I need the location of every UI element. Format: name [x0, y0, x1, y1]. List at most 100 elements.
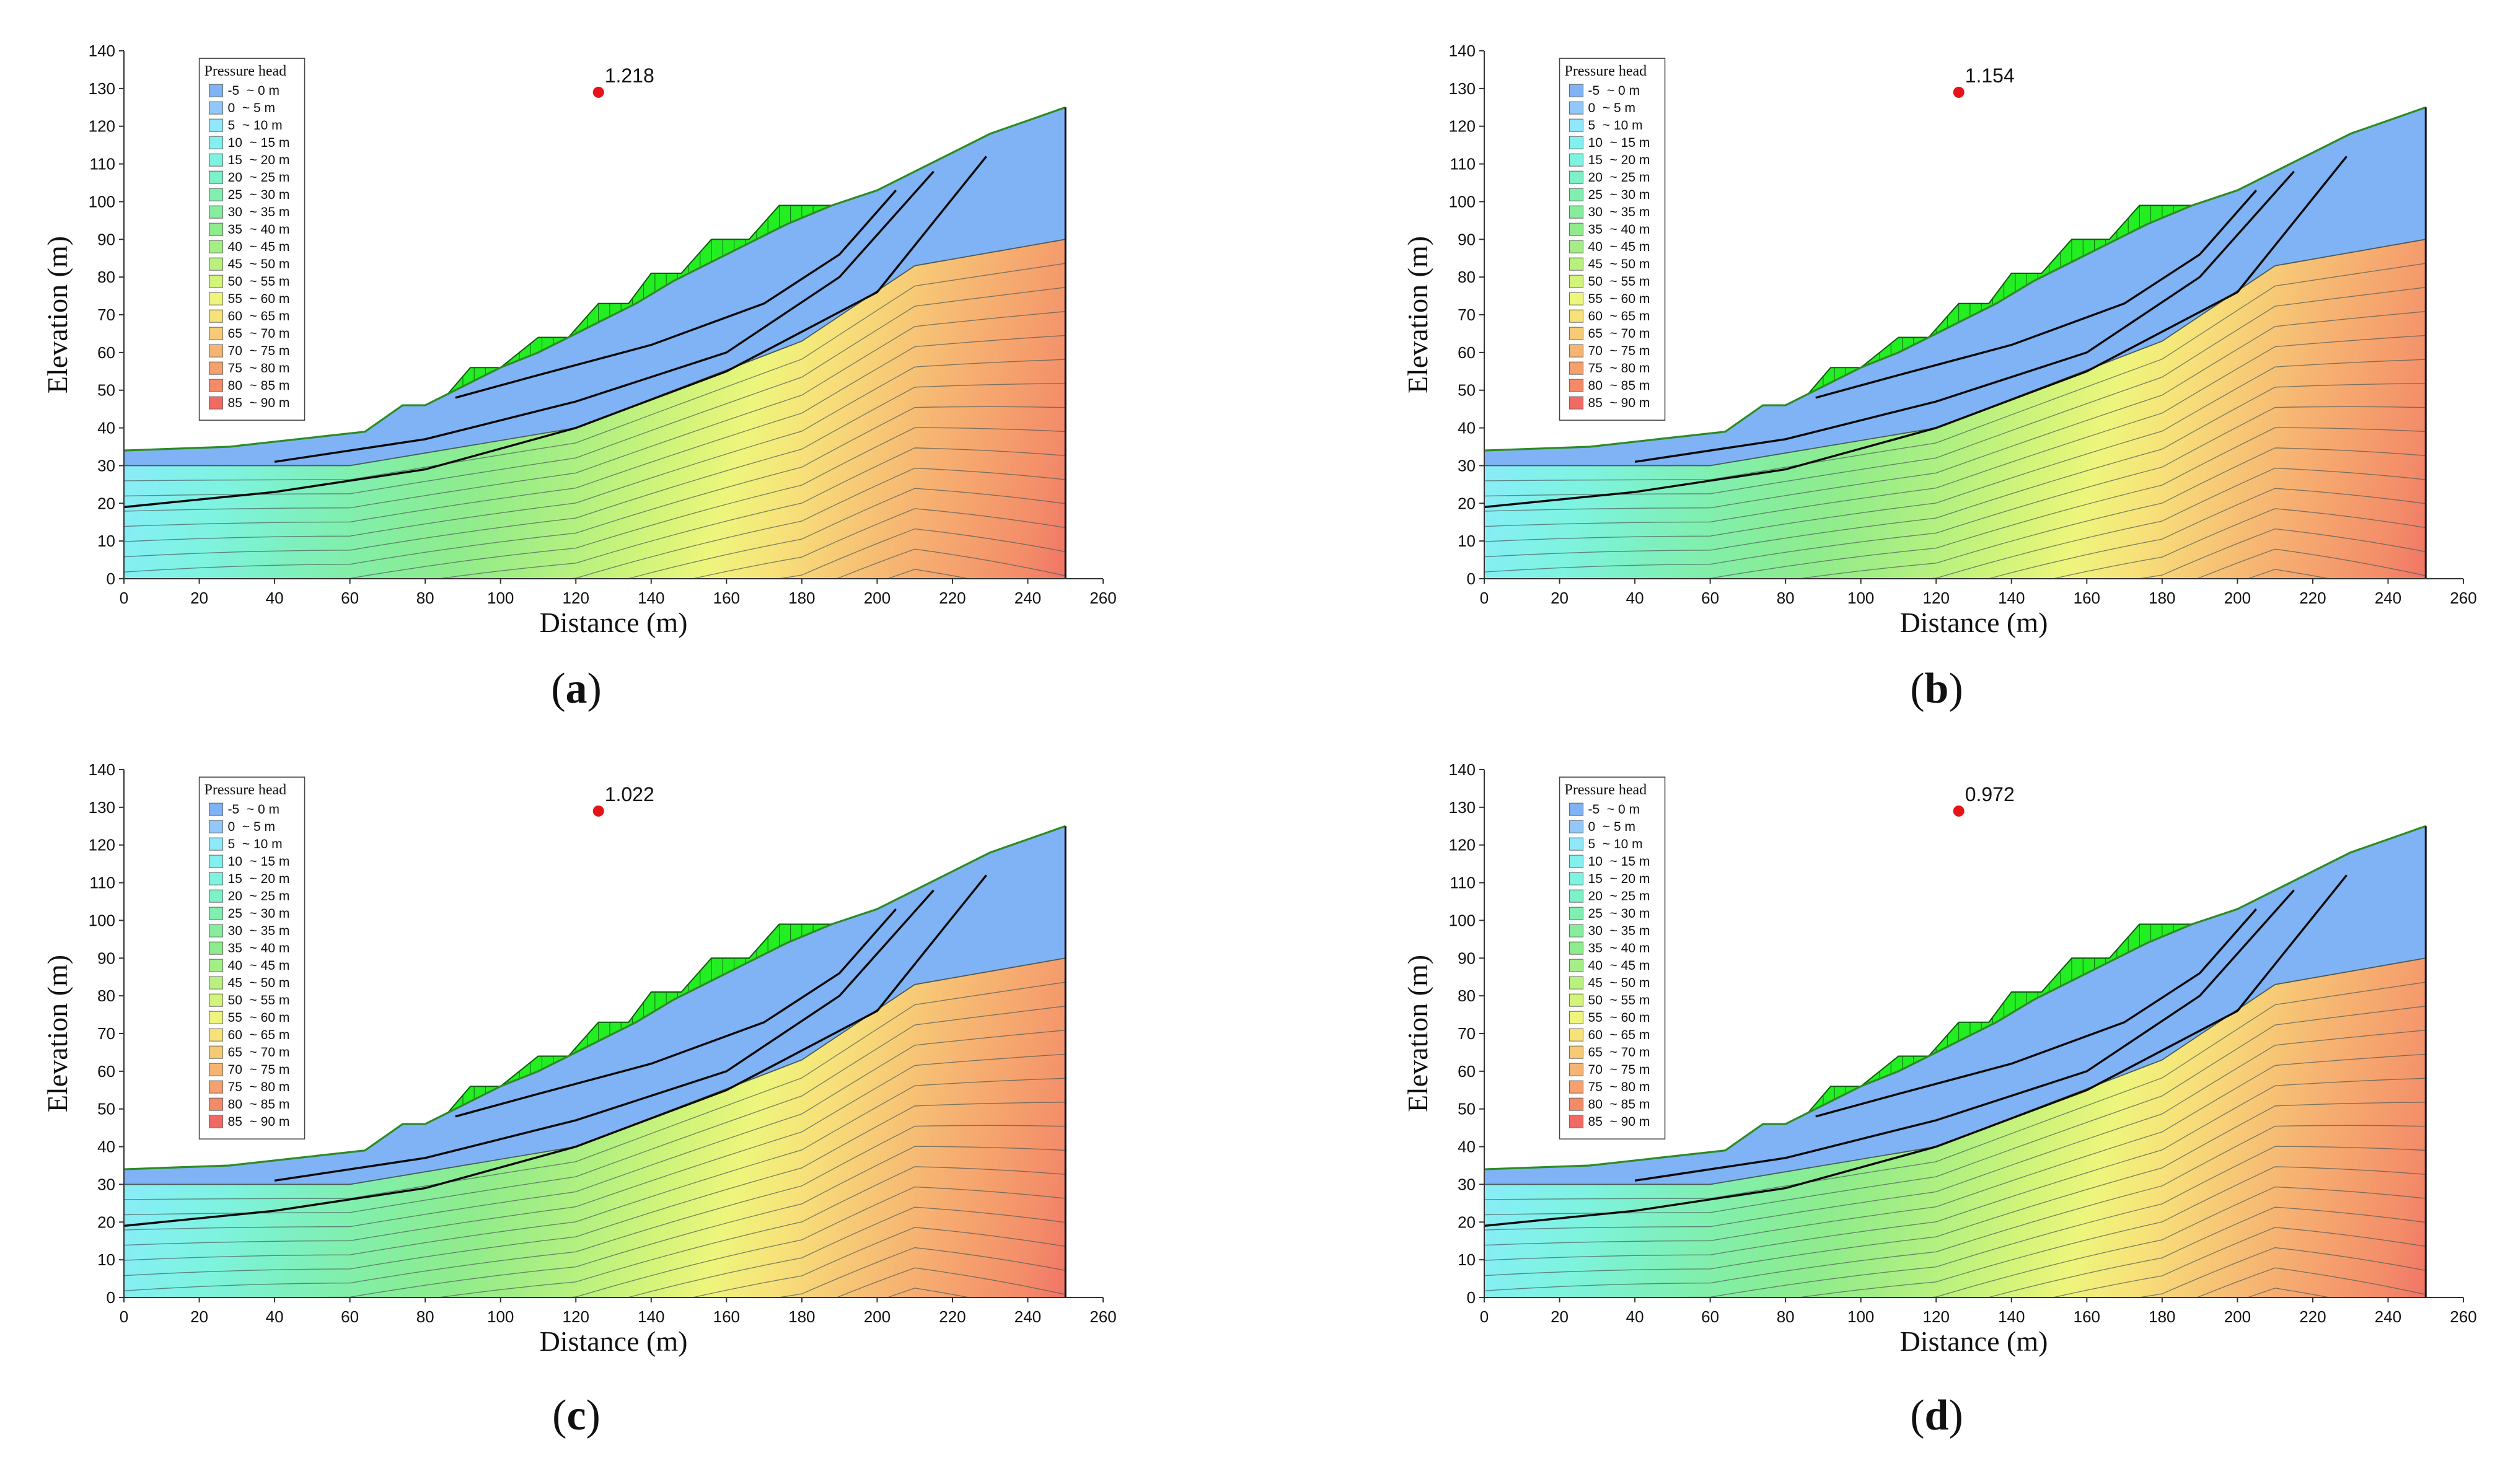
legend-label: 30 ~ 35 m [1588, 205, 1650, 219]
contour-line [1484, 1006, 2426, 1216]
legend-swatch [209, 1063, 224, 1076]
contour-line [124, 1288, 1066, 1298]
legend-label: 80 ~ 85 m [228, 379, 290, 393]
x-tick-label: 220 [939, 1307, 966, 1326]
legend-label: 10 ~ 15 m [228, 136, 290, 150]
contour-line [1484, 1029, 2426, 1231]
legend-swatch [1569, 1011, 1584, 1024]
x-axis-title: Distance (m) [540, 607, 688, 638]
x-tick-label: 0 [120, 1307, 128, 1326]
legend-label: 70 ~ 75 m [228, 1063, 290, 1077]
x-tick-label: 160 [713, 1307, 740, 1326]
legend-box [1559, 58, 1666, 421]
legend-swatch [1569, 379, 1584, 392]
legend-label: 40 ~ 45 m [228, 959, 290, 973]
y-tick-label: 40 [97, 1138, 115, 1156]
x-tick-label: 0 [1480, 1307, 1489, 1326]
contour-line [124, 528, 1066, 579]
legend-swatch [209, 240, 224, 253]
y-tick-label: 30 [1458, 456, 1476, 475]
legend-swatch [209, 837, 224, 851]
legend-swatch [209, 820, 224, 833]
contour-line [124, 427, 1066, 579]
slip-surface-deep [1484, 874, 2348, 1227]
caption-a: (a) [551, 665, 602, 713]
legend-swatch [1569, 396, 1584, 410]
contour-line [124, 1267, 1066, 1298]
legend-label: 15 ~ 20 m [1588, 153, 1650, 167]
legend-label: 5 ~ 10 m [228, 118, 283, 133]
contour-line [124, 1470, 1065, 1481]
legend-label: 50 ~ 55 m [1588, 993, 1650, 1008]
legend-swatch [209, 309, 224, 323]
legend-label: 60 ~ 65 m [1588, 1028, 1650, 1042]
ground-surface [1484, 825, 2426, 1170]
contour-line [124, 488, 1066, 579]
legend-swatch [1569, 240, 1584, 253]
legend-swatch [1569, 941, 1584, 955]
legend-swatch [1569, 924, 1584, 937]
legend-box [1559, 776, 1666, 1139]
legend-label: 50 ~ 55 m [228, 274, 290, 289]
legend-swatch [1569, 854, 1584, 868]
x-tick-label: 20 [190, 589, 208, 607]
legend-swatch [209, 889, 224, 903]
legend-swatch [1569, 188, 1584, 201]
x-tick-label: 80 [1777, 589, 1795, 607]
legend-swatch [209, 854, 224, 868]
legend-swatch [1569, 327, 1584, 340]
legend-box [198, 58, 306, 421]
legend-label: 35 ~ 40 m [1588, 941, 1650, 955]
caption-b: (b) [1910, 665, 1963, 713]
x-tick-label: 80 [416, 589, 434, 607]
x-tick-label: 20 [190, 1307, 208, 1326]
legend-swatch [1569, 136, 1584, 149]
y-tick-label: 80 [1458, 986, 1476, 1005]
contour-line [1484, 263, 2426, 481]
legend-label: 75 ~ 80 m [228, 361, 290, 375]
x-tick-label: 80 [416, 1307, 434, 1326]
y-tick-label: 130 [1449, 798, 1476, 817]
legend-swatch [209, 136, 224, 149]
x-tick-label: 100 [1847, 589, 1874, 607]
x-tick-label: 20 [1551, 1307, 1569, 1326]
fos-point [592, 86, 604, 98]
legend-swatch [209, 1097, 224, 1111]
legend-swatch [1569, 344, 1584, 358]
legend-label: 65 ~ 70 m [228, 1045, 290, 1060]
legend-swatch [209, 924, 224, 937]
y-tick-label: 130 [89, 798, 115, 817]
y-tick-label: 130 [89, 79, 115, 98]
x-tick-label: 120 [563, 589, 589, 607]
legend-label: 5 ~ 10 m [1588, 837, 1643, 851]
x-tick-label: 60 [341, 1307, 359, 1326]
contour-line [1484, 1247, 2426, 1298]
legend: Pressure head -5 ~ 0 m 0 ~ 5 m 5 ~ 10 m 10 ~… [1559, 776, 1666, 1139]
y-tick-label: 0 [1467, 569, 1476, 588]
x-tick-label: 200 [864, 589, 891, 607]
legend-swatch [209, 1011, 224, 1024]
x-tick-label: 0 [120, 589, 128, 607]
y-tick-label: 90 [97, 949, 115, 967]
legend-label: 25 ~ 30 m [1588, 907, 1650, 921]
y-tick-label: 30 [97, 456, 115, 475]
contour-line [1484, 1227, 2426, 1298]
legend-label: 60 ~ 65 m [228, 309, 290, 323]
x-tick-label: 140 [1998, 589, 2025, 607]
contour-line [1484, 488, 2426, 579]
y-tick-label: 50 [97, 1100, 115, 1118]
legend-swatch [209, 188, 224, 201]
legend-label: 10 ~ 15 m [228, 854, 290, 869]
x-tick-label: 220 [939, 589, 966, 607]
x-tick-label: 180 [2149, 589, 2175, 607]
fos-value: 1.154 [1965, 64, 2015, 87]
contour-line [124, 1247, 1066, 1298]
contour-line [124, 1125, 1066, 1291]
legend-label: 85 ~ 90 m [228, 1115, 290, 1129]
contour-line [124, 548, 1066, 579]
y-tick-label: 20 [97, 494, 115, 512]
x-tick-label: 240 [2375, 589, 2401, 607]
y-tick-label: 0 [107, 1288, 115, 1307]
y-axis-title: Elevation (m) [42, 955, 73, 1112]
legend-label: 55 ~ 60 m [1588, 1011, 1650, 1025]
